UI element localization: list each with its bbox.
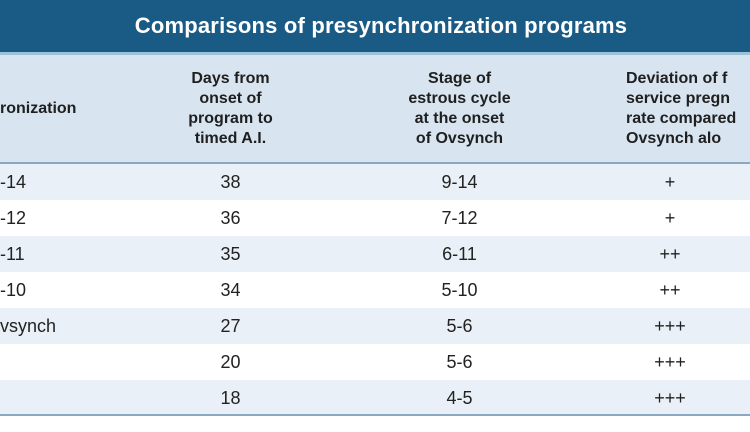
cell-deviation: + (664, 171, 676, 192)
cell-days: 18 (220, 387, 241, 408)
cell-stage: 7-12 (441, 207, 478, 228)
table-row: 20 5-6 +++ (0, 344, 750, 381)
cell-program (0, 380, 140, 416)
header-stage-text: Stage of estrous cycle at the onset of O… (408, 69, 511, 147)
cell-deviation: + (664, 207, 676, 228)
cell-days: 38 (220, 171, 241, 192)
cell-program: -14 (0, 171, 27, 192)
cell-stage: 5-6 (446, 351, 473, 372)
cell-stage: 4-5 (446, 387, 473, 408)
cell-stage: 9-14 (441, 171, 478, 192)
cell-stage: 5-10 (441, 279, 478, 300)
table-row: 18 4-5 +++ (0, 380, 750, 416)
cell-deviation: +++ (654, 315, 686, 336)
header-days: Days from onset of program to timed A.I. (168, 55, 293, 162)
table-title-bar: Comparisons of presynchronization progra… (0, 0, 750, 52)
cell-deviation: +++ (654, 387, 686, 408)
cell-days: 36 (220, 207, 241, 228)
cell-deviation: ++ (659, 243, 681, 264)
header-program-text: ronization (0, 99, 77, 117)
table-row: -10 34 5-10 ++ (0, 272, 750, 309)
cell-program: -10 (0, 279, 27, 300)
header-days-text: Days from onset of program to timed A.I. (188, 69, 273, 147)
cell-program: -12 (0, 207, 27, 228)
table-row: -11 35 6-11 ++ (0, 236, 750, 273)
table-row: -14 38 9-14 + (0, 164, 750, 201)
table-header: ronization Days from onset of program to… (0, 55, 750, 164)
cell-program: vsynch (0, 315, 57, 336)
header-stage: Stage of estrous cycle at the onset of O… (382, 55, 537, 162)
table-row: -12 36 7-12 + (0, 200, 750, 237)
cell-days: 27 (220, 315, 241, 336)
table-bottom-border (0, 414, 750, 432)
header-deviation-text: Deviation of f service pregn rate compar… (626, 69, 737, 147)
title-separator (0, 52, 750, 55)
cell-program (0, 344, 140, 380)
cell-days: 20 (220, 351, 241, 372)
header-program: ronization (0, 55, 90, 162)
cell-program: -11 (0, 243, 25, 264)
table-title: Comparisons of presynchronization progra… (134, 13, 628, 38)
cell-days: 34 (220, 279, 241, 300)
cell-days: 35 (220, 243, 241, 264)
cell-stage: 5-6 (446, 315, 473, 336)
cell-deviation: +++ (654, 351, 686, 372)
header-deviation: Deviation of f service pregn rate compar… (612, 55, 750, 162)
cell-deviation: ++ (659, 279, 681, 300)
table-row: vsynch 27 5-6 +++ (0, 308, 750, 345)
cell-stage: 6-11 (442, 243, 477, 264)
